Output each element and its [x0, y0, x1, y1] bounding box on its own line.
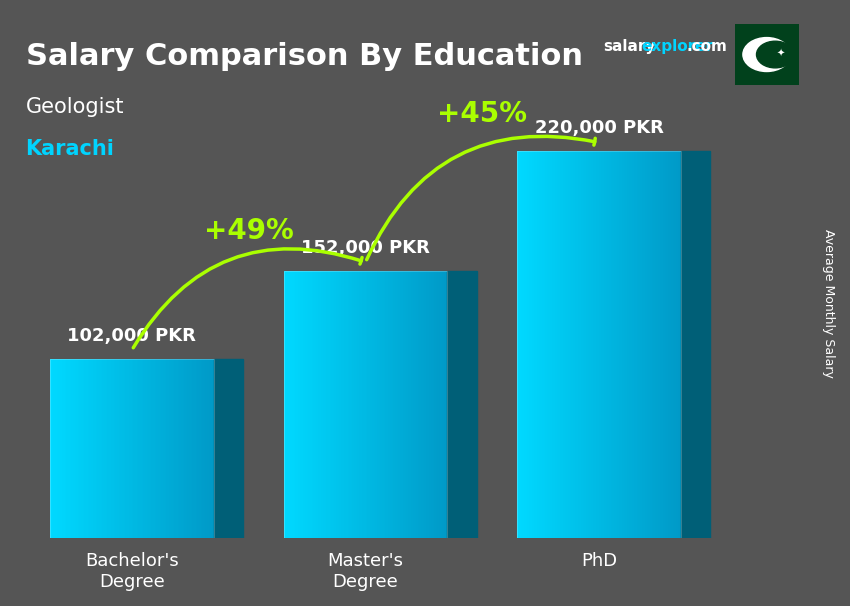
Text: .com: .com — [687, 39, 728, 55]
Text: Average Monthly Salary: Average Monthly Salary — [822, 228, 836, 378]
Circle shape — [756, 41, 794, 68]
Polygon shape — [681, 152, 711, 538]
Text: Geologist: Geologist — [26, 97, 124, 117]
Text: 152,000 PKR: 152,000 PKR — [301, 239, 430, 257]
Text: +49%: +49% — [204, 216, 293, 245]
Polygon shape — [447, 271, 477, 538]
Circle shape — [743, 38, 790, 72]
Text: 102,000 PKR: 102,000 PKR — [67, 327, 196, 345]
Text: salary: salary — [604, 39, 656, 55]
Polygon shape — [213, 359, 243, 538]
Text: Karachi: Karachi — [26, 139, 115, 159]
Text: Salary Comparison By Education: Salary Comparison By Education — [26, 42, 582, 72]
FancyBboxPatch shape — [735, 24, 799, 85]
Text: ✦: ✦ — [776, 48, 785, 58]
Text: explorer: explorer — [642, 39, 714, 55]
Text: +45%: +45% — [438, 101, 527, 128]
Text: 220,000 PKR: 220,000 PKR — [535, 119, 664, 138]
